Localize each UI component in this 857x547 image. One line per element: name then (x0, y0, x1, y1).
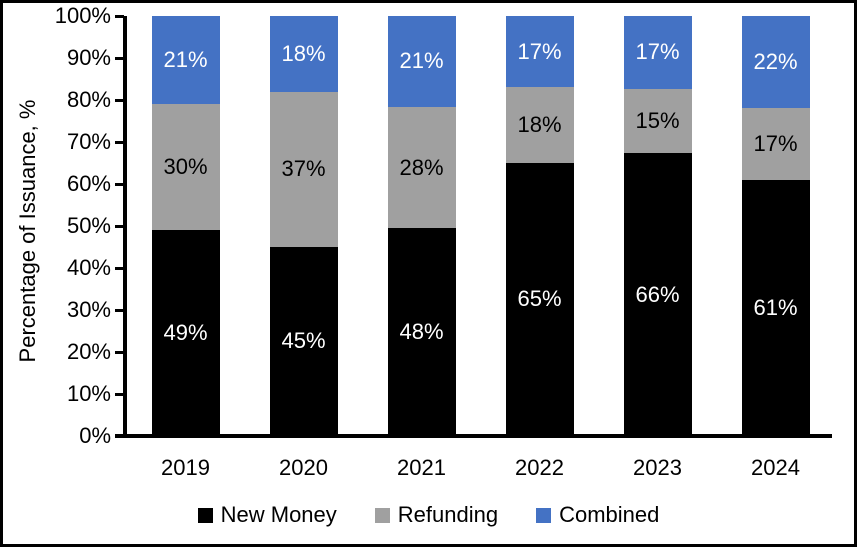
y-axis-line (123, 16, 127, 438)
x-tick-label-2022: 2022 (515, 455, 564, 480)
bar-2021: 21% 28% 48% (387, 16, 456, 436)
bar-segment-label: 17% (517, 38, 562, 64)
bar-segment-label: 21% (399, 48, 444, 74)
bar-segment-label: 45% (281, 328, 326, 354)
x-axis-line (115, 434, 832, 438)
bar-segment-label: 18% (281, 40, 326, 66)
y-tick-label: 80% (66, 87, 111, 112)
y-tick (115, 98, 124, 102)
y-tick-label: 40% (66, 255, 111, 280)
legend-label: New Money (220, 502, 337, 527)
bar-segment-combined: 17% (623, 16, 692, 89)
x-tick-label-2020: 2020 (279, 455, 328, 480)
bar-segment-label: 65% (517, 286, 562, 312)
legend: New Money Refunding Combined (3, 502, 854, 528)
y-tick (115, 266, 124, 270)
y-tick-label: 0% (79, 423, 111, 448)
bar-segment-combined: 22% (741, 16, 810, 109)
y-tick-label: 100% (54, 3, 111, 28)
legend-swatch-combined (536, 507, 552, 523)
legend-item-combined: Combined (536, 502, 659, 528)
y-tick (115, 392, 124, 396)
bar-segment-refunding: 17% (741, 108, 810, 180)
bar-segment-label: 15% (635, 107, 680, 133)
bar-segment-label: 61% (753, 294, 798, 320)
bar-segment-label: 17% (753, 131, 798, 157)
bar-2019: 21% 30% 49% (151, 16, 220, 436)
bar-segment-new-money: 49% (151, 230, 220, 436)
bar-segment-combined: 17% (505, 16, 574, 88)
x-tick-label-2023: 2023 (633, 455, 682, 480)
bar-segment-new-money: 61% (741, 179, 810, 436)
bar-segment-new-money: 66% (623, 153, 692, 436)
x-tick-label-2021: 2021 (397, 455, 446, 480)
y-tick-label: 90% (66, 45, 111, 70)
bar-segment-label: 22% (753, 49, 798, 75)
bar-2024: 22% 17% 61% (741, 16, 810, 436)
y-tick-label: 70% (66, 129, 111, 154)
legend-item-new-money: New Money (197, 502, 337, 528)
y-tick (115, 140, 124, 144)
y-tick (115, 182, 124, 186)
bar-segment-label: 49% (163, 320, 208, 346)
x-tick-label-2019: 2019 (161, 455, 210, 480)
bar-segment-refunding: 30% (151, 104, 220, 231)
y-tick (115, 14, 124, 18)
bar-segment-combined: 21% (387, 16, 456, 107)
bar-segment-refunding: 37% (269, 91, 338, 247)
bar-2022: 17% 18% 65% (505, 16, 574, 436)
bar-segment-label: 28% (399, 154, 444, 180)
bar-segment-new-money: 48% (387, 228, 456, 436)
y-tick (115, 350, 124, 354)
y-tick (115, 224, 124, 228)
y-tick-label: 50% (66, 213, 111, 238)
bar-segment-new-money: 45% (269, 246, 338, 436)
bar-segment-refunding: 28% (387, 106, 456, 229)
bar-2023: 17% 15% 66% (623, 16, 692, 436)
y-tick-label: 10% (66, 381, 111, 406)
y-tick (115, 308, 124, 312)
bar-segment-label: 48% (399, 319, 444, 345)
bar-segment-combined: 18% (269, 16, 338, 92)
bar-segment-label: 66% (635, 281, 680, 307)
bar-segment-combined: 21% (151, 16, 220, 105)
legend-item-refunding: Refunding (374, 502, 499, 528)
y-tick-label: 30% (66, 297, 111, 322)
x-tick-label-2024: 2024 (751, 455, 800, 480)
y-tick-label: 60% (66, 171, 111, 196)
bar-segment-label: 21% (163, 47, 208, 73)
y-tick (115, 56, 124, 60)
bar-segment-label: 18% (517, 112, 562, 138)
legend-label: Combined (559, 502, 660, 527)
legend-swatch-new-money (197, 507, 213, 523)
bar-segment-label: 17% (635, 39, 680, 65)
legend-label: Refunding (397, 502, 499, 527)
legend-swatch-refunding (374, 507, 390, 523)
y-tick-label: 20% (66, 339, 111, 364)
bar-segment-label: 30% (163, 154, 208, 180)
bar-segment-label: 37% (281, 156, 326, 182)
bar-segment-refunding: 18% (505, 87, 574, 163)
bar-segment-refunding: 15% (623, 88, 692, 154)
bar-2020: 18% 37% 45% (269, 16, 338, 436)
bar-segment-new-money: 65% (505, 162, 574, 436)
